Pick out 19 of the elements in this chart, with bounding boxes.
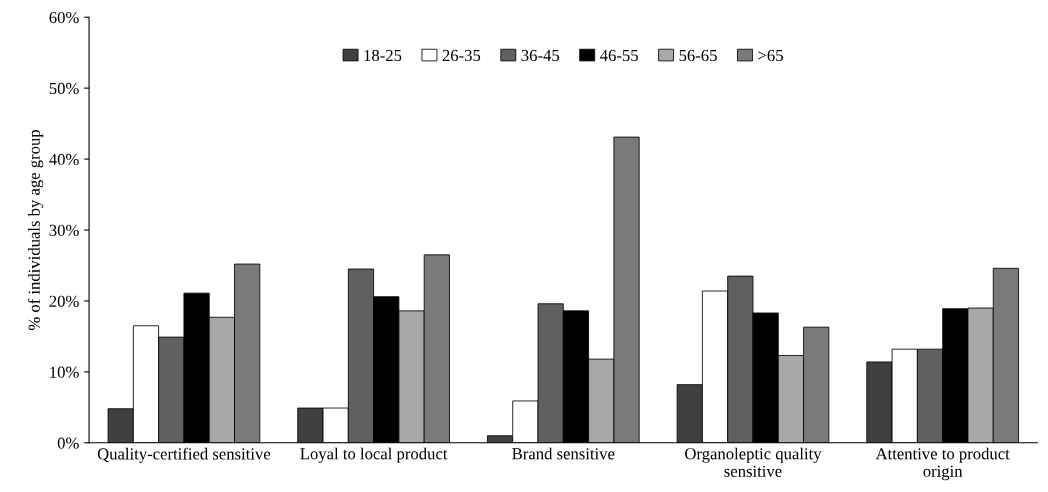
y-tick-label: 20% — [49, 295, 79, 307]
y-tick-label: 10% — [50, 366, 79, 378]
legend-label: 56-65 — [679, 49, 717, 62]
y-tick-label: 40% — [49, 153, 79, 166]
y-axis-title: % of individuals by age group — [27, 129, 44, 331]
x-tick-label: Organoleptic quality sensitive — [685, 447, 822, 477]
x-tick-label: Brand sensitive — [512, 447, 615, 460]
legend-label: 18-25 — [364, 49, 402, 62]
x-tick-label: Attentive to product origin — [875, 447, 1010, 481]
x-tick-label: Loyal to local product — [300, 447, 448, 463]
y-tick-label: 30% — [49, 224, 79, 237]
y-tick-label: 60% — [49, 11, 79, 24]
legend-label: 36-45 — [521, 49, 560, 62]
y-tick-label: 50% — [49, 82, 79, 95]
legend-label: 46-55 — [600, 49, 638, 62]
legend-label: >65 — [758, 49, 783, 62]
legend-label: 26-35 — [442, 49, 481, 62]
x-tick-label: Quality-certified sensitive — [97, 447, 271, 463]
y-tick-label: 0% — [57, 437, 79, 449]
